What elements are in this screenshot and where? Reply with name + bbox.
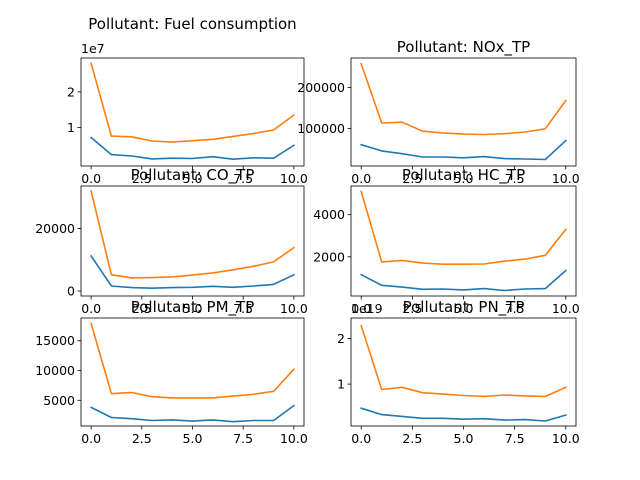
chart-hc-tp-ytick-label: 4000 <box>313 207 345 222</box>
chart-pn-tp-ytick-label: 1 <box>337 377 345 392</box>
chart-pm-tp-xtick-label: 7.5 <box>233 431 253 446</box>
chart-fuel-consumption-series-1-line <box>90 62 296 143</box>
chart-hc-tp-series-1-line <box>360 190 567 266</box>
chart-hc-tp-xtick-label: 2.5 <box>402 301 422 316</box>
chart-pn-tp-xtick-label: 5.0 <box>454 431 474 446</box>
chart-pm-tp-ytick-label: 5000 <box>43 393 75 408</box>
chart-fuel-consumption: 0.0 2.5 5.0 7.5 10.0 1 2 1e7 Pollutant: Fuel con… <box>67 15 308 186</box>
chart-pm-tp-ytick-label: 15000 <box>35 333 75 348</box>
chart-hc-tp: 0.0 2.5 5.0 7.5 10.0 2000 4000 Pollutant: HC_TP <box>313 166 580 316</box>
chart-co-tp-xtick-label: 2.5 <box>132 301 152 316</box>
chart-pn-tp-y-offset-label: 1e19 <box>351 301 383 316</box>
chart-nox-tp: 0.0 2.5 5.0 7.5 10.0 100000 200000 Pollutant: N… <box>297 38 579 186</box>
chart-nox-tp-xtick-label: 2.5 <box>402 171 422 186</box>
chart-pm-tp-axes-frame <box>80 317 305 427</box>
chart-co-tp-axes-frame <box>80 185 305 297</box>
chart-co-tp-ytick-label: 0 <box>67 284 75 299</box>
chart-pn-tp-xtick-label: 2.5 <box>402 431 422 446</box>
chart-fuel-consumption-axes-frame <box>80 57 305 167</box>
chart-pm-tp: 0.0 2.5 5.0 7.5 10.0 5000 10000 15000 Pollutant:… <box>35 298 308 446</box>
chart-co-tp: 0.0 2.5 5.0 7.5 10.0 0 20000 Pollutant: CO_TP <box>35 166 308 316</box>
chart-fuel-consumption-xtick-label: 5.0 <box>183 171 203 186</box>
chart-fuel-consumption-title: Pollutant: Fuel consumption <box>88 15 296 33</box>
chart-fuel-consumption-ytick-label: 1 <box>67 120 75 135</box>
chart-pn-tp-xtick-label: 7.5 <box>505 431 525 446</box>
chart-fuel-consumption-xtick-label: 0.0 <box>81 171 101 186</box>
chart-nox-tp-ytick-label: 200000 <box>297 80 345 95</box>
chart-nox-tp-ytick-label: 100000 <box>297 121 345 136</box>
chart-hc-tp-xtick-label: 5.0 <box>454 301 474 316</box>
chart-nox-tp-series-1-line <box>360 62 567 136</box>
chart-nox-tp-series-0-line <box>360 139 567 161</box>
chart-co-tp-xtick-label: 5.0 <box>183 301 203 316</box>
chart-nox-tp-xtick-label: 10.0 <box>552 171 580 186</box>
chart-co-tp-xtick-label: 0.0 <box>81 301 101 316</box>
chart-hc-tp-title: Pollutant: HC_TP <box>402 166 525 185</box>
chart-nox-tp-title: Pollutant: NOx_TP <box>397 38 530 57</box>
chart-pn-tp-title: Pollutant: PN_TP <box>403 298 525 317</box>
chart-pn-tp-xtick-label: 10.0 <box>552 431 580 446</box>
chart-nox-tp-axes-frame <box>350 57 577 167</box>
chart-hc-tp-ytick-label: 2000 <box>313 249 345 264</box>
chart-fuel-consumption-xtick-label: 10.0 <box>280 171 308 186</box>
chart-pm-tp-ytick-label: 10000 <box>35 363 75 378</box>
chart-hc-tp-axes-frame <box>350 185 577 297</box>
chart-pm-tp-xtick-label: 2.5 <box>132 431 152 446</box>
chart-co-tp-series-1-line <box>90 190 296 279</box>
chart-fuel-consumption-xtick-label: 2.5 <box>132 171 152 186</box>
chart-pm-tp-series-1-line <box>90 322 296 399</box>
chart-pm-tp-xtick-label: 5.0 <box>183 431 203 446</box>
chart-co-tp-xtick-label: 10.0 <box>280 301 308 316</box>
chart-nox-tp-xtick-label: 0.0 <box>351 171 371 186</box>
chart-nox-tp-xtick-label: 7.5 <box>505 171 525 186</box>
chart-pm-tp-xtick-label: 0.0 <box>81 431 101 446</box>
chart-pn-tp-ytick-label: 2 <box>337 331 345 346</box>
chart-pm-tp-xtick-label: 10.0 <box>280 431 308 446</box>
chart-hc-tp-series-0-line <box>360 269 567 292</box>
chart-hc-tp-xtick-label: 0.0 <box>351 301 371 316</box>
chart-co-tp-xtick-label: 7.5 <box>233 301 253 316</box>
chart-nox-tp-xtick-label: 5.0 <box>454 171 474 186</box>
chart-pn-tp-xtick-label: 0.0 <box>351 431 371 446</box>
chart-co-tp-series-0-line <box>89 254 295 290</box>
chart-fuel-consumption-xtick-label: 7.5 <box>233 171 253 186</box>
chart-hc-tp-xtick-label: 10.0 <box>552 301 580 316</box>
chart-pn-tp-axes-frame <box>350 317 577 427</box>
chart-pm-tp-title: Pollutant: PM_TP <box>131 298 255 317</box>
chart-fuel-consumption-ytick-label: 2 <box>67 84 75 99</box>
chart-co-tp-title: Pollutant: CO_TP <box>131 166 255 185</box>
chart-pm-tp-series-0-line <box>90 404 296 423</box>
chart-fuel-consumption-series-0-line <box>89 136 296 160</box>
chart-pn-tp-series-1-line <box>360 324 567 398</box>
chart-pn-tp-series-0-line <box>360 407 567 422</box>
chart-hc-tp-xtick-label: 7.5 <box>505 301 525 316</box>
chart-fuel-consumption-y-offset-label: 1e7 <box>81 41 105 56</box>
chart-co-tp-ytick-label: 20000 <box>35 221 75 236</box>
chart-pn-tp: 0.0 2.5 5.0 7.5 10.0 1 2 1e19 Pollutant: PN_TP <box>337 298 580 446</box>
